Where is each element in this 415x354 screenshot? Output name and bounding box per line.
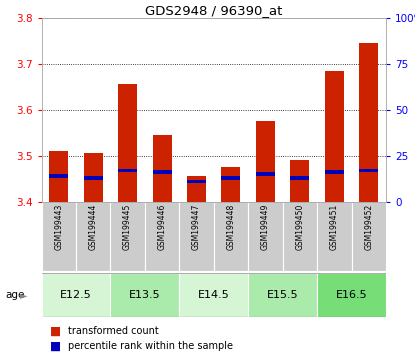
- Text: GSM199448: GSM199448: [227, 204, 235, 250]
- Bar: [49, 174, 68, 178]
- Bar: [187, 180, 206, 183]
- Bar: [110, 202, 145, 271]
- Bar: [118, 85, 137, 202]
- Text: percentile rank within the sample: percentile rank within the sample: [68, 341, 234, 351]
- Text: GSM199451: GSM199451: [330, 204, 339, 250]
- Text: GSM199449: GSM199449: [261, 204, 270, 250]
- Text: ►: ►: [20, 290, 27, 300]
- Text: transformed count: transformed count: [68, 326, 159, 336]
- Bar: [110, 273, 179, 317]
- Bar: [352, 202, 386, 271]
- Text: GSM199444: GSM199444: [89, 204, 98, 250]
- Bar: [118, 169, 137, 172]
- Text: ■: ■: [50, 340, 61, 353]
- Bar: [222, 176, 240, 180]
- Bar: [325, 71, 344, 202]
- Bar: [248, 202, 283, 271]
- Title: GDS2948 / 96390_at: GDS2948 / 96390_at: [145, 4, 283, 17]
- Bar: [248, 273, 317, 317]
- Text: GSM199452: GSM199452: [364, 204, 373, 250]
- Bar: [84, 154, 103, 202]
- Bar: [290, 160, 309, 202]
- Bar: [256, 121, 275, 202]
- Bar: [290, 176, 309, 180]
- Text: E12.5: E12.5: [60, 290, 92, 300]
- Bar: [76, 202, 110, 271]
- Text: E13.5: E13.5: [129, 290, 161, 300]
- Bar: [214, 202, 248, 271]
- Bar: [325, 171, 344, 174]
- Bar: [359, 169, 378, 172]
- Text: age: age: [5, 290, 24, 300]
- Text: GSM199450: GSM199450: [295, 204, 304, 250]
- Text: GSM199445: GSM199445: [123, 204, 132, 250]
- Bar: [222, 167, 240, 202]
- Text: GSM199443: GSM199443: [54, 204, 63, 250]
- Text: GSM199446: GSM199446: [158, 204, 166, 250]
- Bar: [42, 273, 110, 317]
- Bar: [49, 151, 68, 202]
- Bar: [179, 273, 248, 317]
- Text: E14.5: E14.5: [198, 290, 229, 300]
- Bar: [283, 202, 317, 271]
- Text: E16.5: E16.5: [336, 290, 367, 300]
- Bar: [42, 202, 76, 271]
- Bar: [359, 43, 378, 202]
- Bar: [317, 202, 352, 271]
- Bar: [187, 177, 206, 202]
- Bar: [153, 171, 171, 174]
- Bar: [317, 273, 386, 317]
- Bar: [84, 176, 103, 180]
- Bar: [179, 202, 214, 271]
- Text: E15.5: E15.5: [267, 290, 298, 300]
- Bar: [153, 135, 171, 202]
- Bar: [145, 202, 179, 271]
- Text: GSM199447: GSM199447: [192, 204, 201, 250]
- Text: ■: ■: [50, 325, 61, 337]
- Bar: [256, 172, 275, 176]
